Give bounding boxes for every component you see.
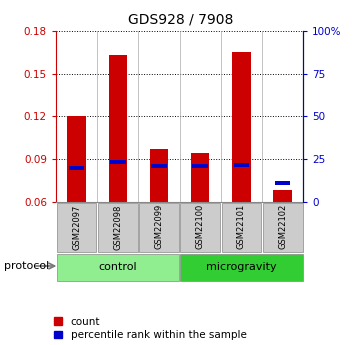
- Bar: [69, 166, 84, 170]
- Text: protocol: protocol: [4, 261, 49, 271]
- Bar: [150, 149, 168, 202]
- Bar: [110, 160, 126, 164]
- Bar: [234, 163, 249, 167]
- Bar: [191, 154, 209, 202]
- Text: microgravity: microgravity: [206, 262, 277, 272]
- Bar: [109, 55, 127, 202]
- Bar: [151, 164, 167, 168]
- Text: GSM22098: GSM22098: [113, 204, 122, 249]
- Bar: [67, 116, 86, 202]
- Text: control: control: [99, 262, 137, 272]
- Bar: [275, 181, 291, 186]
- Text: GSM22102: GSM22102: [278, 204, 287, 249]
- Text: GDS928 / 7908: GDS928 / 7908: [128, 12, 233, 26]
- Text: GSM22099: GSM22099: [155, 204, 164, 249]
- Bar: [273, 190, 292, 202]
- Text: GSM22100: GSM22100: [196, 204, 205, 249]
- Legend: count, percentile rank within the sample: count, percentile rank within the sample: [54, 317, 247, 340]
- Text: GSM22097: GSM22097: [72, 204, 81, 249]
- Bar: [192, 164, 208, 168]
- Bar: [232, 52, 251, 202]
- Text: GSM22101: GSM22101: [237, 204, 246, 249]
